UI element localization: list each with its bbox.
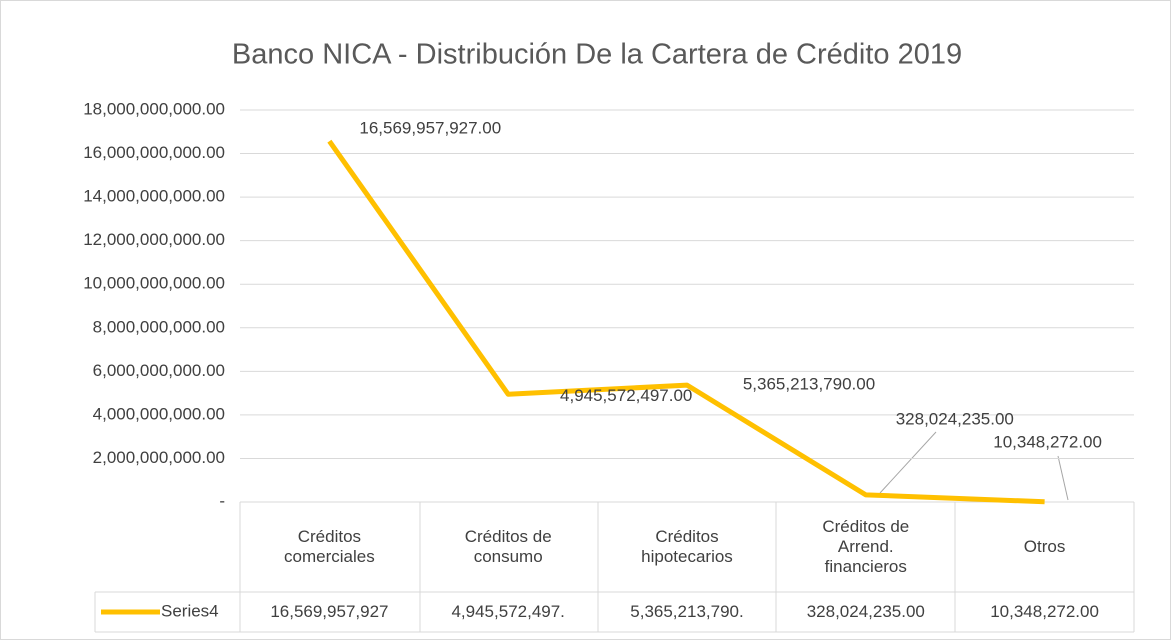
table-value-text: 10,348,272.00 [990,602,1099,621]
y-tick-label: 14,000,000,000.00 [83,187,225,206]
y-tick-label: 6,000,000,000.00 [93,361,225,380]
category-label-text: Créditos hipotecarios [641,527,733,566]
table-value: 5,365,213,790. [598,592,777,632]
data-label: 10,348,272.00 [993,432,1102,451]
table-value-text: 4,945,572,497. [451,602,565,621]
category-label-text: Créditos de Arrend. financieros [822,517,910,576]
y-tick-label: 10,000,000,000.00 [83,274,225,293]
table-value: 16,569,957,927 [240,592,419,632]
category-label-text: Créditos de consumo [464,527,552,566]
y-tick-label: 12,000,000,000.00 [83,230,225,249]
table-value: 4,945,572,497. [419,592,598,632]
chart-title: Banco NICA - Distribución De la Cartera … [232,39,962,71]
category-label: Créditos de consumo [419,502,598,592]
data-label: 16,569,957,927.00 [359,119,501,138]
line [327,139,1045,505]
table-value-text: 5,365,213,790. [630,602,744,621]
leader-lines [879,431,1069,501]
table-value: 328,024,235.00 [776,592,955,632]
y-tick-label: 16,000,000,000.00 [83,143,225,162]
y-tick-label: 8,000,000,000.00 [93,317,225,336]
category-label-text: Otros [1023,537,1066,556]
category-label: Créditos hipotecarios [598,502,777,592]
y-tick-label: 2,000,000,000.00 [93,448,225,467]
table-value: 10,348,272.00 [955,592,1134,632]
data-label: 4,945,572,497.00 [560,386,692,405]
data-label: 5,365,213,790.00 [743,375,875,394]
y-tick-label: 18,000,000,000.00 [83,99,225,118]
category-label: Créditos comerciales [240,502,419,592]
y-tick-label: - [219,491,225,510]
y-tick-label: 4,000,000,000.00 [93,404,225,423]
data-label: 328,024,235.00 [896,409,1014,428]
category-label: Otros [955,502,1134,592]
legend-label: Series4 [161,601,219,620]
category-label: Créditos de Arrend. financieros [776,502,955,592]
table-value-text: 16,569,957,927 [270,602,389,621]
table-grid [94,502,1135,633]
category-label-text: Créditos comerciales [284,527,375,566]
table-value-text: 328,024,235.00 [806,602,925,621]
